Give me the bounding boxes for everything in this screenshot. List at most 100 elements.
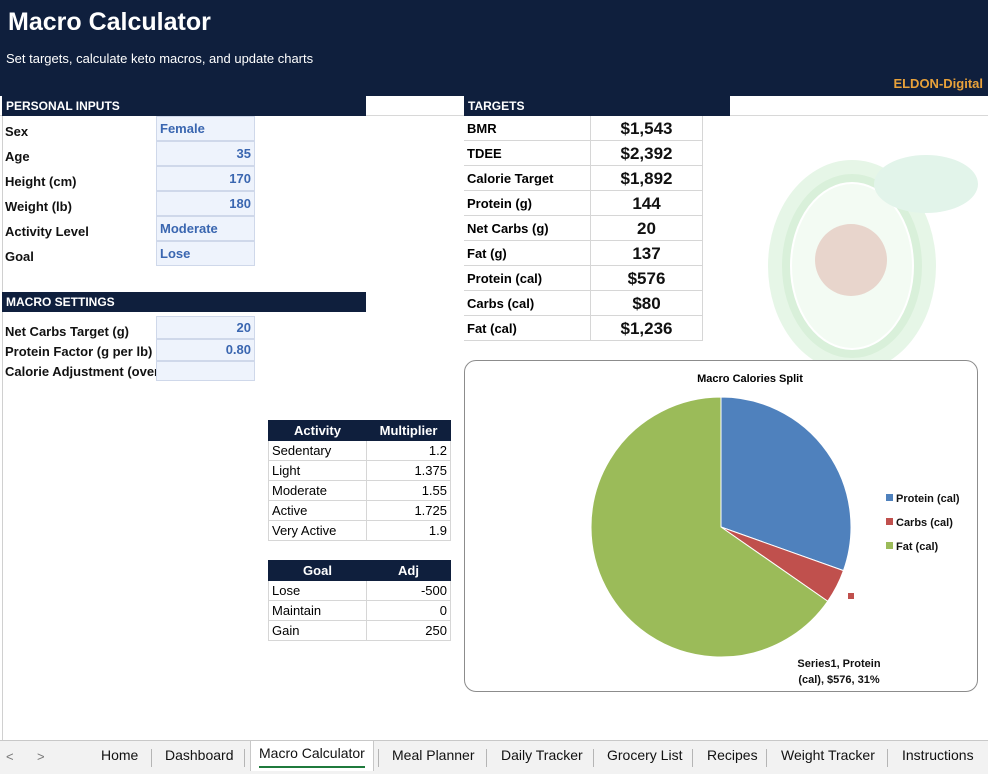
table-cell: Maintain — [268, 600, 367, 621]
input-label: Protein Factor (g per lb) — [5, 344, 153, 359]
target-row-protein-g: Protein (g) 144 — [464, 191, 703, 216]
tab-separator — [486, 749, 487, 767]
table-row: Lose -500 — [268, 580, 451, 601]
input-row-weight: Weight (lb) — [0, 193, 260, 218]
target-label: Protein (cal) — [467, 271, 543, 286]
target-value: $80 — [590, 291, 703, 316]
target-row-carbs-cal: Carbs (cal) $80 — [464, 291, 703, 316]
target-row-net-carbs-g: Net Carbs (g) 20 — [464, 216, 703, 241]
target-value: $1,892 — [590, 166, 703, 191]
input-row-activity: Activity Level — [0, 218, 260, 243]
table-row: Light 1.375 — [268, 460, 451, 481]
table-cell: Light — [268, 460, 367, 481]
input-row-calorie-adjustment: Calorie Adjustment (override) — [0, 358, 260, 383]
legend-item-fat: Fat (cal) — [896, 541, 939, 553]
input-label: Net Carbs Target (g) — [5, 324, 129, 339]
table-header: Activity — [268, 420, 367, 441]
page-header: Macro Calculator Set targets, calculate … — [0, 0, 988, 96]
height-input[interactable]: 170 — [156, 166, 255, 191]
table-row: Sedentary 1.2 — [268, 440, 451, 461]
macro-calories-chart[interactable]: Macro Calories Split Series1, Protein (ca… — [464, 360, 978, 692]
pie-slice-protein[interactable] — [720, 396, 852, 572]
table-cell: Gain — [268, 620, 367, 641]
sheet-tab-bar: < > Home Dashboard Macro Calculator Meal… — [0, 740, 988, 774]
tab-daily-tracker[interactable]: Daily Tracker — [501, 747, 583, 763]
table-cell: Active — [268, 500, 367, 521]
activity-multiplier-table: Activity Multiplier Sedentary 1.2 Light … — [268, 420, 451, 541]
page-title: Macro Calculator — [8, 8, 211, 36]
target-value: $1,236 — [590, 316, 703, 341]
input-label: Activity Level — [5, 224, 89, 239]
target-row-bmr: BMR $1,543 — [464, 116, 703, 141]
protein-factor-input[interactable]: 0.80 — [156, 339, 255, 361]
table-cell: Sedentary — [268, 440, 367, 461]
data-label-carbs-marker — [848, 593, 854, 599]
table-header: Multiplier — [366, 420, 451, 441]
tab-separator — [593, 749, 594, 767]
age-input[interactable]: 35 — [156, 141, 255, 166]
tab-meal-planner[interactable]: Meal Planner — [392, 747, 475, 763]
net-carbs-target-input[interactable]: 20 — [156, 316, 255, 339]
table-cell: 1.2 — [366, 440, 451, 461]
input-row-protein-factor: Protein Factor (g per lb) — [0, 338, 260, 363]
avocado-icon — [768, 155, 978, 372]
active-tab-underline — [259, 766, 365, 768]
target-row-fat-g: Fat (g) 137 — [464, 241, 703, 266]
targets-header: TARGETS — [464, 96, 730, 116]
tab-separator — [766, 749, 767, 767]
target-label: Fat (g) — [467, 246, 507, 261]
input-row-age: Age — [0, 143, 260, 168]
target-row-protein-cal: Protein (cal) $576 — [464, 266, 703, 291]
table-cell: 1.9 — [366, 520, 451, 541]
input-row-sex: Sex — [0, 118, 260, 143]
tab-instructions[interactable]: Instructions — [902, 747, 974, 763]
target-value: 144 — [590, 191, 703, 216]
activity-level-input[interactable]: Moderate — [156, 216, 255, 241]
tab-label: Macro Calculator — [259, 745, 365, 761]
table-cell: Moderate — [268, 480, 367, 501]
table-cell: 250 — [366, 620, 451, 641]
input-row-goal: Goal — [0, 243, 260, 268]
table-row: Active 1.725 — [268, 500, 451, 521]
tab-separator — [692, 749, 693, 767]
next-sheet-icon[interactable]: > — [37, 749, 45, 764]
target-value: $2,392 — [590, 141, 703, 166]
legend-item-carbs: Carbs (cal) — [896, 517, 953, 529]
tab-separator — [887, 749, 888, 767]
input-row-height: Height (cm) — [0, 168, 260, 193]
table-header: Goal — [268, 560, 367, 581]
target-label: Calorie Target — [467, 171, 554, 186]
target-label: Fat (cal) — [467, 321, 517, 336]
table-cell: 0 — [366, 600, 451, 621]
tab-dashboard[interactable]: Dashboard — [165, 747, 234, 763]
prev-sheet-icon[interactable]: < — [6, 749, 14, 764]
tab-separator — [378, 749, 379, 767]
tab-home[interactable]: Home — [101, 747, 139, 763]
goal-input[interactable]: Lose — [156, 241, 255, 266]
table-row: Maintain 0 — [268, 600, 451, 621]
target-value: $576 — [590, 266, 703, 291]
table-row: Gain 250 — [268, 620, 451, 641]
table-cell: Lose — [268, 580, 367, 601]
target-label: Net Carbs (g) — [467, 221, 549, 236]
calorie-adjustment-input[interactable] — [156, 361, 255, 381]
target-label: BMR — [467, 121, 497, 136]
tab-weight-tracker[interactable]: Weight Tracker — [781, 747, 875, 763]
brand-label: ELDON-Digital — [893, 76, 983, 91]
tab-recipes[interactable]: Recipes — [707, 747, 758, 763]
table-cell: 1.55 — [366, 480, 451, 501]
personal-inputs-header: PERSONAL INPUTS — [2, 96, 366, 116]
table-cell: Very Active — [268, 520, 367, 541]
sex-input[interactable]: Female — [156, 116, 255, 141]
tab-macro-calculator[interactable]: Macro Calculator — [250, 741, 374, 771]
input-label: Age — [5, 149, 30, 164]
input-row-net-carbs: Net Carbs Target (g) — [0, 318, 260, 343]
target-value: $1,543 — [590, 116, 703, 141]
table-row: Very Active 1.9 — [268, 520, 451, 541]
table-row: Moderate 1.55 — [268, 480, 451, 501]
tab-grocery-list[interactable]: Grocery List — [607, 747, 683, 763]
target-value: 20 — [590, 216, 703, 241]
chart-title: Macro Calories Split — [697, 373, 803, 385]
pie-slice-fat[interactable] — [590, 396, 829, 658]
weight-input[interactable]: 180 — [156, 191, 255, 216]
